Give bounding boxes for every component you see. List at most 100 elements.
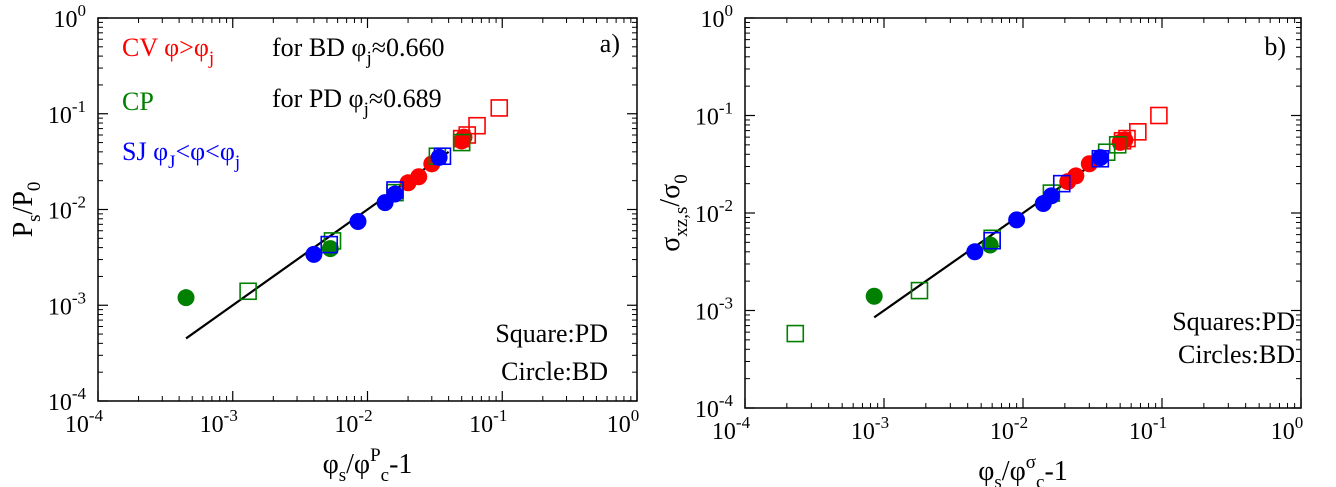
panel-label: b) (1264, 32, 1286, 61)
y-label-mid: /P (8, 191, 39, 214)
data-point-1-3-0 (177, 289, 195, 307)
y-tick-label: 10-1 (695, 99, 733, 131)
x-label-sub2: c (381, 465, 389, 486)
y-axis-label: Ps/P0 (8, 182, 45, 238)
note-tail: ≈0.689 (369, 84, 442, 113)
x-tick-label: 100 (607, 406, 640, 438)
note-main: for PD φ (272, 84, 364, 113)
tick-exponent: -3 (224, 406, 238, 425)
tick-base: 10 (48, 199, 72, 225)
tick-base: 10 (200, 412, 224, 438)
tick-exponent: -1 (72, 97, 86, 116)
data-point-2-5-1 (1008, 211, 1026, 229)
x-label-mid: /φ (1002, 456, 1026, 487)
x-tick-label: 10-4 (712, 413, 751, 445)
tick-base: 10 (851, 419, 875, 445)
marker-key-text: Squares:PD (1172, 307, 1295, 336)
data-point-1-4-0 (320, 235, 339, 254)
legend-text: SJ φ (122, 137, 168, 166)
tick-exponent: -1 (493, 406, 507, 425)
legend-sub: J (168, 152, 175, 173)
y-axis-label: σxz,s/σ0 (655, 174, 692, 252)
data-point-1-5-3 (386, 185, 404, 203)
tick-exponent: 0 (1295, 413, 1304, 432)
tick-base: 10 (607, 412, 631, 438)
x-tick-label: 10-1 (469, 406, 507, 438)
data-point-1-2-0 (239, 282, 257, 301)
data-point-2-5-4 (1091, 149, 1109, 167)
tick-base: 10 (695, 105, 719, 131)
x-tick-label: 10-1 (1129, 413, 1167, 445)
y-tick-label: 10-3 (48, 288, 86, 320)
y-tick-label: 10-4 (48, 384, 87, 416)
tick-exponent: -2 (719, 196, 733, 215)
data-point-2-3-0 (865, 287, 883, 305)
data-point-2-2-5 (1108, 136, 1127, 154)
legend-text: CP (122, 87, 154, 116)
tick-base: 10 (695, 202, 719, 228)
tick-exponent: -4 (719, 391, 734, 410)
data-point-2-4-0 (983, 231, 1001, 250)
tick-exponent: -1 (719, 99, 733, 118)
data-point-2-0-2 (1129, 123, 1147, 141)
tick-exponent: -3 (72, 288, 86, 307)
tick-exponent: 0 (631, 406, 640, 425)
legend-entry: SJ φJ<φ<φj (122, 137, 240, 173)
data-point-1-5-0 (305, 245, 323, 263)
data-point-2-2-0 (786, 324, 805, 343)
data-point-2-1-1 (1067, 167, 1085, 185)
marker-key-text: Square:PD (495, 319, 608, 348)
legend-sub2: j (234, 152, 240, 173)
tick-exponent: -4 (72, 384, 87, 403)
tick-base: 10 (48, 103, 72, 129)
x-tick-label: 100 (1271, 413, 1304, 445)
y-label-main: P (8, 222, 39, 238)
y-label-sub: s (24, 214, 45, 221)
x-label-sub: s (994, 472, 1001, 487)
x-label-tail: -1 (1044, 456, 1067, 487)
tick-exponent: -3 (719, 294, 733, 313)
y-label-main: σ (655, 237, 686, 252)
tick-exponent: 0 (78, 1, 87, 20)
y-tick-label: 10-1 (48, 97, 86, 129)
y-label-mid: /σ (655, 184, 686, 207)
y-tick-label: 10-3 (695, 294, 733, 326)
data-point-1-3-1 (321, 240, 339, 258)
data-point-1-0-3 (490, 99, 509, 117)
tick-base: 10 (990, 419, 1014, 445)
data-point-2-2-1 (910, 281, 929, 300)
data-point-1-5-4 (430, 148, 448, 166)
note-text: for PD φj≈0.689 (272, 84, 442, 120)
tick-base: 10 (701, 7, 725, 33)
tick-base: 10 (1129, 419, 1153, 445)
data-point-2-5-0 (966, 243, 984, 261)
y-tick-label: 10-4 (695, 391, 734, 423)
tick-exponent: -2 (358, 406, 372, 425)
y-label-sub2: 0 (24, 182, 45, 192)
legend-mid: <φ<φ (176, 137, 235, 166)
tick-exponent: -3 (875, 413, 889, 432)
tick-exponent: -4 (736, 413, 751, 432)
note-main: for BD φ (272, 33, 366, 62)
x-label-main: φ (323, 449, 339, 480)
x-tick-label: 10-4 (65, 406, 104, 438)
x-tick-label: 10-2 (990, 413, 1028, 445)
data-point-2-1-4 (1116, 131, 1134, 149)
x-tick-label: 10-3 (851, 413, 889, 445)
x-tick-label: 10-3 (200, 406, 238, 438)
y-tick-label: 100 (54, 1, 87, 33)
note-tail: ≈0.660 (372, 33, 445, 62)
y-label-sub2: 0 (671, 174, 692, 184)
marker-key-text: Circle:BD (501, 357, 608, 386)
tick-base: 10 (48, 294, 72, 320)
tick-base: 10 (48, 390, 72, 416)
note-text: for BD φj≈0.660 (272, 33, 445, 69)
data-point-2-5-3 (1042, 187, 1060, 205)
chart-panel-2: 10-4 10-3 10-2 10-1 10010-410-310-210-1100φs… (655, 1, 1303, 487)
x-label-sup: P (370, 445, 381, 466)
note-sub: j (363, 99, 369, 120)
data-point-1-0-2 (468, 116, 486, 135)
tick-base: 10 (712, 419, 736, 445)
legend-entry: CP (122, 87, 154, 116)
